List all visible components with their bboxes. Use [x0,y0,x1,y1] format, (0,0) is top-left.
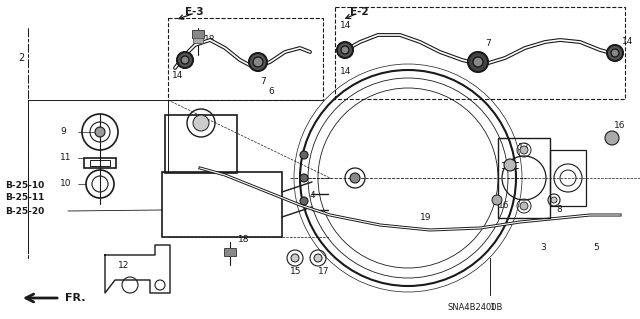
Text: 8: 8 [556,205,562,214]
Circle shape [337,42,353,58]
Text: 3: 3 [540,243,546,253]
Circle shape [249,53,267,71]
Circle shape [300,197,308,205]
Text: 19: 19 [420,213,431,222]
Text: 14: 14 [340,68,351,77]
Circle shape [468,52,488,72]
Text: 17: 17 [318,268,330,277]
Text: 14: 14 [622,38,634,47]
Bar [224,248,236,256]
Circle shape [492,195,502,205]
Text: 2: 2 [18,53,24,63]
Text: 9: 9 [60,128,66,137]
Circle shape [300,151,308,159]
Bar [498,138,550,218]
Text: 18: 18 [204,35,216,44]
Text: B-25-10: B-25-10 [5,181,44,189]
Text: 13: 13 [518,144,529,152]
Text: 6: 6 [268,87,274,97]
Text: E-3: E-3 [185,7,204,17]
Circle shape [520,202,528,210]
Bar [168,18,323,100]
Text: 12: 12 [118,261,129,270]
Text: FR.: FR. [65,293,86,303]
Text: 14: 14 [172,70,184,79]
Circle shape [350,173,360,183]
Circle shape [504,159,516,171]
Circle shape [611,49,619,57]
Text: 11: 11 [60,153,72,162]
Circle shape [95,127,105,137]
Text: B-25-20: B-25-20 [5,206,44,216]
Bar [550,150,586,206]
Text: E-2: E-2 [350,7,369,17]
Circle shape [473,57,483,67]
Bar [335,7,625,99]
Text: SNA4B2400B: SNA4B2400B [448,303,504,313]
Text: 10: 10 [60,180,72,189]
Circle shape [520,146,528,154]
Bar [165,115,237,173]
Circle shape [605,131,619,145]
Text: B-25-11: B-25-11 [5,194,44,203]
Text: 7: 7 [485,40,491,48]
Text: 1: 1 [490,303,496,313]
Bar [162,172,282,237]
Circle shape [300,174,308,182]
Text: 7: 7 [260,78,266,86]
Text: 16: 16 [614,121,625,130]
Circle shape [314,254,322,262]
Circle shape [193,115,209,131]
Text: 4: 4 [310,190,316,199]
Circle shape [253,57,263,67]
Bar [90,160,110,166]
Circle shape [607,45,623,61]
Circle shape [551,197,557,203]
Circle shape [177,52,193,68]
Text: 5: 5 [593,243,599,253]
Circle shape [291,254,299,262]
Text: 16: 16 [498,201,509,210]
Text: 18: 18 [238,235,250,244]
Text: 15: 15 [290,268,301,277]
Circle shape [181,56,189,64]
Text: 14: 14 [340,20,351,29]
Bar [192,30,204,38]
Bar [84,158,116,168]
Bar [193,38,203,43]
Circle shape [341,46,349,54]
